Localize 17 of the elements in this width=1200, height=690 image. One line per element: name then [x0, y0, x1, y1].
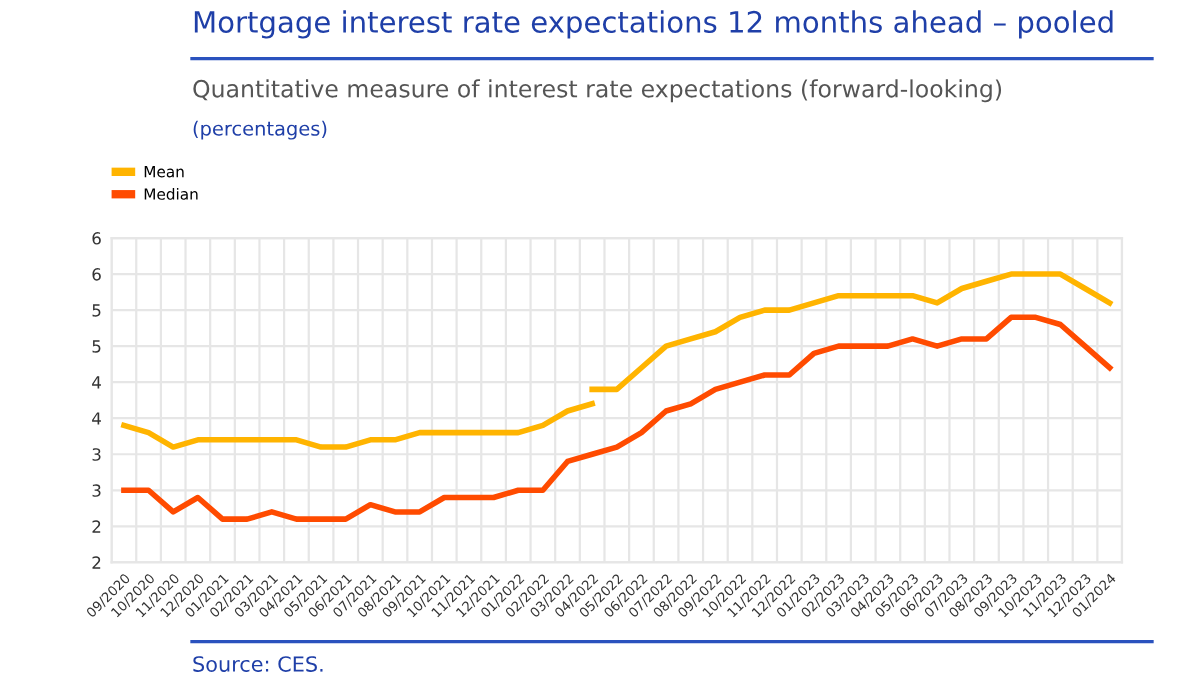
y-tick-label: 4 — [92, 376, 101, 389]
y-tick-label: 3 — [92, 448, 101, 461]
y-tick-label: 6 — [92, 232, 101, 245]
chart-subtitle: Quantitative measure of interest rate expectations (forward-looking) — [193, 79, 1002, 103]
source-note: Source: CES. — [193, 656, 323, 672]
chart-title: Mortgage interest rate expectations 12 months ahead – pooled — [194, 10, 1113, 39]
y-tick-label: 2 — [92, 556, 101, 569]
y-tick-label: 5 — [92, 304, 101, 317]
line-series — [121, 401, 595, 450]
text: (percentages) — [193, 120, 327, 140]
y-tick-label: 4 — [92, 412, 101, 425]
y-tick-label: 5 — [92, 340, 101, 353]
line-series — [121, 314, 1113, 522]
line-series — [589, 271, 1113, 393]
y-tick-label: 3 — [92, 484, 101, 497]
y-tick-label: 6 — [92, 268, 101, 281]
y-tick-label: 2 — [92, 520, 101, 533]
